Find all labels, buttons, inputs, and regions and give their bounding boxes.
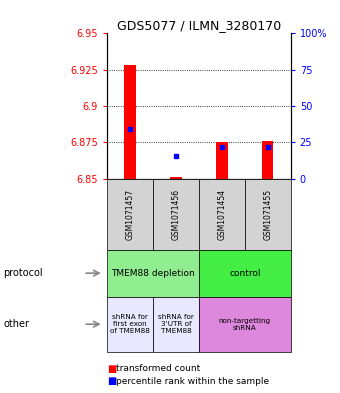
Bar <box>216 143 227 179</box>
Title: GDS5077 / ILMN_3280170: GDS5077 / ILMN_3280170 <box>117 19 281 32</box>
Text: percentile rank within the sample: percentile rank within the sample <box>116 377 269 386</box>
Text: ■: ■ <box>107 376 116 386</box>
Text: transformed count: transformed count <box>116 364 200 373</box>
Text: GSM1071455: GSM1071455 <box>263 189 272 240</box>
Text: other: other <box>3 319 29 329</box>
Text: TMEM88 depletion: TMEM88 depletion <box>111 269 195 277</box>
Text: protocol: protocol <box>3 268 43 278</box>
Text: GSM1071457: GSM1071457 <box>125 189 135 240</box>
Text: shRNA for
3'UTR of
TMEM88: shRNA for 3'UTR of TMEM88 <box>158 314 194 334</box>
Bar <box>262 141 273 179</box>
Bar <box>124 65 136 179</box>
Text: GSM1071456: GSM1071456 <box>171 189 181 240</box>
Text: ■: ■ <box>107 364 116 374</box>
Bar <box>170 177 182 179</box>
Text: shRNA for
first exon
of TMEM88: shRNA for first exon of TMEM88 <box>110 314 150 334</box>
Text: non-targetting
shRNA: non-targetting shRNA <box>219 318 271 331</box>
Text: GSM1071454: GSM1071454 <box>217 189 226 240</box>
Text: control: control <box>229 269 260 277</box>
